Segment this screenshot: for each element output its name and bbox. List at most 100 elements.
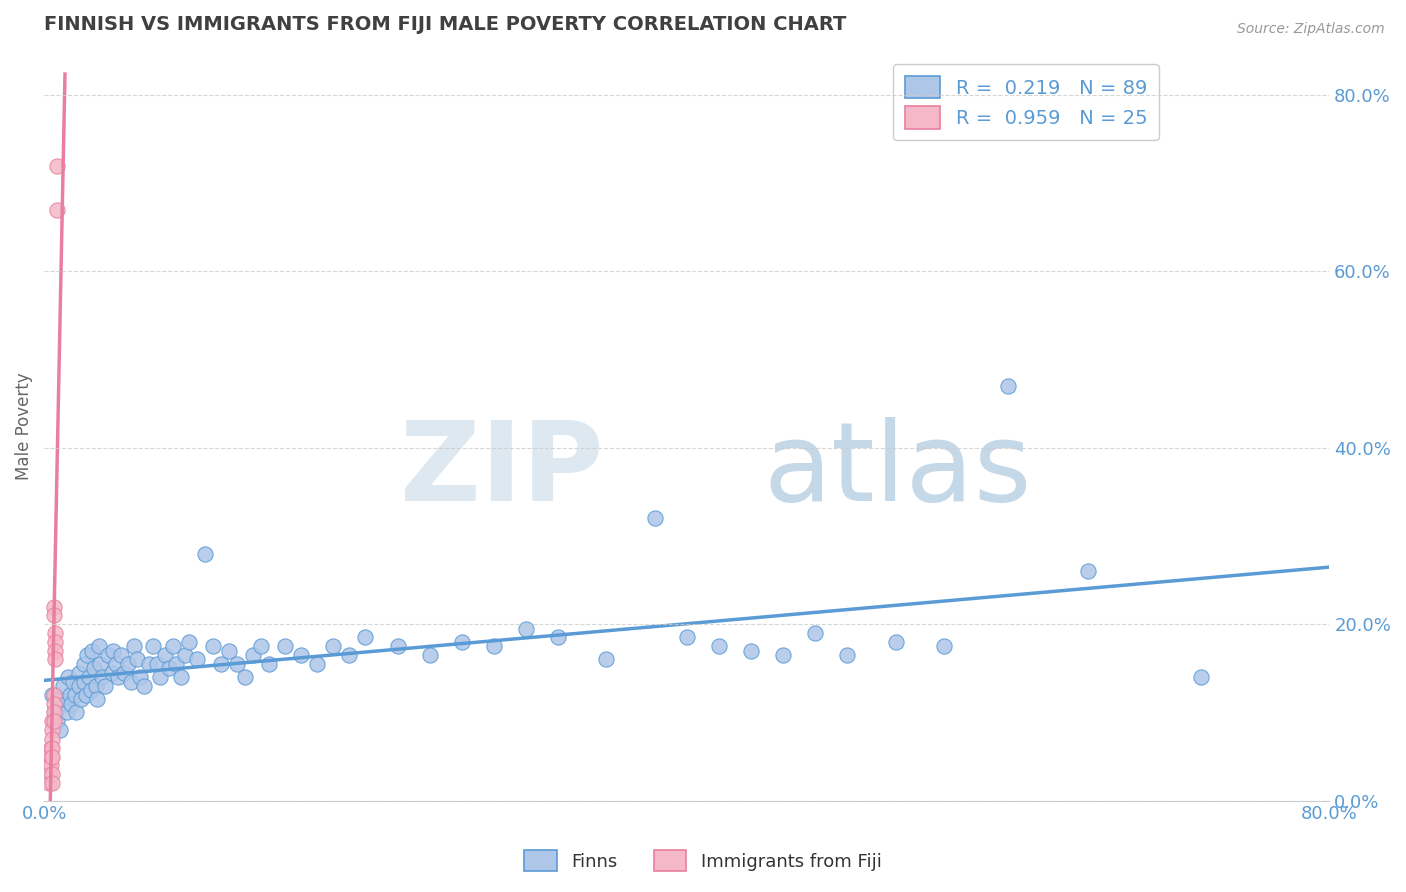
Point bbox=[41, 740, 63, 755]
Point bbox=[307, 657, 329, 671]
Point bbox=[169, 670, 191, 684]
Point bbox=[482, 639, 505, 653]
Point bbox=[62, 674, 84, 689]
Point bbox=[884, 635, 907, 649]
Point bbox=[46, 202, 69, 217]
Point bbox=[41, 776, 63, 790]
Point bbox=[80, 683, 103, 698]
Point bbox=[107, 670, 129, 684]
Point bbox=[157, 661, 180, 675]
Point bbox=[233, 670, 256, 684]
Point bbox=[322, 639, 344, 653]
Point bbox=[707, 639, 730, 653]
Point bbox=[997, 379, 1019, 393]
Text: FINNISH VS IMMIGRANTS FROM FIJI MALE POVERTY CORRELATION CHART: FINNISH VS IMMIGRANTS FROM FIJI MALE POV… bbox=[44, 15, 846, 34]
Point bbox=[58, 670, 80, 684]
Point bbox=[41, 723, 63, 737]
Point bbox=[63, 688, 86, 702]
Text: ZIP: ZIP bbox=[399, 417, 603, 524]
Point bbox=[49, 723, 72, 737]
Point bbox=[38, 758, 60, 772]
Point bbox=[46, 159, 69, 173]
Point bbox=[42, 599, 65, 614]
Point bbox=[65, 706, 87, 720]
Point bbox=[89, 657, 111, 671]
Point bbox=[274, 639, 297, 653]
Point bbox=[46, 714, 69, 729]
Point bbox=[804, 626, 827, 640]
Point bbox=[83, 661, 105, 675]
Point bbox=[387, 639, 409, 653]
Point bbox=[39, 758, 62, 772]
Point bbox=[225, 657, 247, 671]
Point bbox=[59, 688, 82, 702]
Point bbox=[44, 626, 66, 640]
Point bbox=[595, 652, 617, 666]
Point bbox=[73, 674, 96, 689]
Point bbox=[194, 547, 217, 561]
Point bbox=[122, 639, 145, 653]
Point bbox=[120, 674, 142, 689]
Text: Source: ZipAtlas.com: Source: ZipAtlas.com bbox=[1237, 22, 1385, 37]
Point bbox=[70, 692, 93, 706]
Point bbox=[73, 657, 96, 671]
Point bbox=[149, 670, 172, 684]
Point bbox=[290, 648, 312, 662]
Point bbox=[127, 652, 149, 666]
Point bbox=[142, 639, 165, 653]
Point bbox=[117, 657, 139, 671]
Point bbox=[41, 714, 63, 729]
Point bbox=[772, 648, 794, 662]
Point bbox=[38, 767, 60, 781]
Point bbox=[129, 670, 152, 684]
Legend: Finns, Immigrants from Fiji: Finns, Immigrants from Fiji bbox=[517, 843, 889, 879]
Point bbox=[675, 631, 697, 645]
Point bbox=[44, 652, 66, 666]
Point bbox=[97, 648, 120, 662]
Point bbox=[39, 740, 62, 755]
Point bbox=[250, 639, 273, 653]
Point bbox=[55, 706, 77, 720]
Point bbox=[257, 657, 280, 671]
Point bbox=[114, 665, 136, 680]
Point bbox=[49, 692, 72, 706]
Point bbox=[69, 665, 91, 680]
Point bbox=[75, 688, 97, 702]
Point bbox=[94, 679, 117, 693]
Point bbox=[52, 679, 75, 693]
Y-axis label: Male Poverty: Male Poverty bbox=[15, 372, 32, 480]
Point bbox=[110, 648, 132, 662]
Point bbox=[837, 648, 859, 662]
Point bbox=[209, 657, 232, 671]
Point bbox=[39, 749, 62, 764]
Point bbox=[76, 648, 98, 662]
Point bbox=[44, 643, 66, 657]
Point bbox=[41, 749, 63, 764]
Point bbox=[177, 635, 200, 649]
Legend: R =  0.219   N = 89, R =  0.959   N = 25: R = 0.219 N = 89, R = 0.959 N = 25 bbox=[893, 64, 1159, 140]
Point bbox=[174, 648, 197, 662]
Point bbox=[740, 643, 762, 657]
Point bbox=[86, 692, 108, 706]
Point bbox=[201, 639, 224, 653]
Point bbox=[84, 679, 107, 693]
Point bbox=[42, 697, 65, 711]
Point bbox=[547, 631, 569, 645]
Point bbox=[91, 670, 114, 684]
Point bbox=[1189, 670, 1212, 684]
Point bbox=[153, 648, 176, 662]
Point bbox=[145, 657, 167, 671]
Point bbox=[100, 665, 122, 680]
Point bbox=[77, 670, 100, 684]
Point bbox=[515, 622, 537, 636]
Point bbox=[53, 697, 76, 711]
Point bbox=[644, 511, 666, 525]
Point bbox=[44, 635, 66, 649]
Point bbox=[337, 648, 360, 662]
Point bbox=[41, 688, 63, 702]
Point bbox=[932, 639, 955, 653]
Point bbox=[69, 679, 91, 693]
Point bbox=[105, 657, 128, 671]
Point bbox=[103, 643, 125, 657]
Point bbox=[60, 697, 83, 711]
